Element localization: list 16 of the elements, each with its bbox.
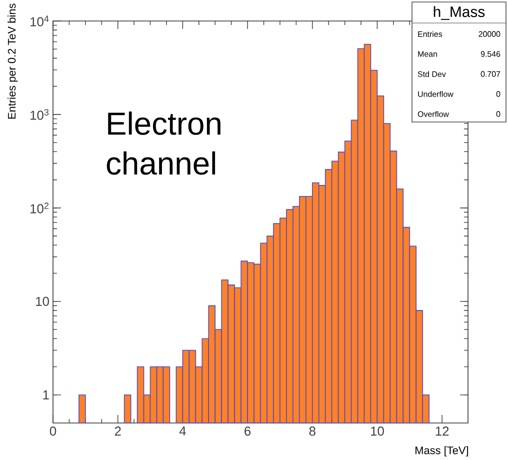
y-tick-label: 10$^{2}$ [30, 202, 49, 214]
x-tick-label: 12 [436, 426, 449, 436]
y-tick-label: 1 [43, 390, 49, 400]
annotation: Electron channel [106, 112, 220, 175]
x-tick-label: 8 [309, 426, 316, 436]
x-axis-title: Mass [TeV] [416, 446, 468, 456]
y-tick-label: 10$^{4}$ [30, 16, 49, 26]
text: h_Mass [434, 6, 485, 20]
y-axis-title: Entries per 0.2 TeV bins [8, 4, 18, 119]
x-tick-label: 2 [114, 426, 121, 436]
x-tick-label: 4 [179, 426, 186, 436]
y-tick-label: 10 [36, 296, 49, 306]
x-tick-label: 0 [50, 426, 56, 436]
x-tick-label: 10 [371, 426, 384, 436]
x-tick-label: 6 [244, 426, 251, 436]
y-tick-label: 10$^{3}$ [30, 109, 49, 120]
